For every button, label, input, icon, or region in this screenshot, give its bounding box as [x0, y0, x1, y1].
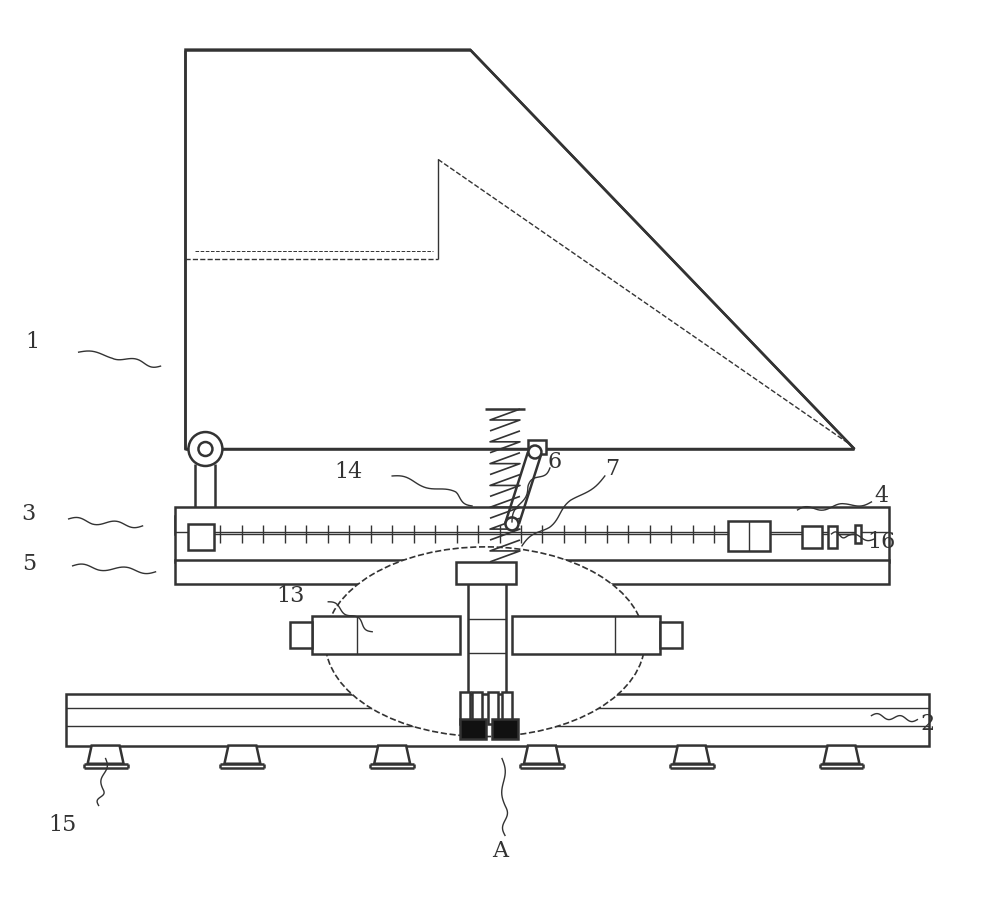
Text: 16: 16: [867, 531, 896, 553]
Text: 4: 4: [874, 485, 888, 507]
Polygon shape: [224, 746, 260, 764]
Bar: [175, 560, 889, 584]
Bar: [802, 526, 822, 547]
Circle shape: [505, 517, 518, 530]
Bar: [188, 524, 214, 550]
Text: A: A: [492, 840, 508, 863]
Bar: [468, 579, 506, 694]
Bar: [290, 622, 312, 648]
Text: 6: 6: [548, 451, 562, 473]
Bar: [528, 440, 546, 454]
Circle shape: [198, 442, 212, 456]
Bar: [660, 622, 682, 648]
Text: 15: 15: [49, 814, 77, 836]
Text: 3: 3: [22, 503, 36, 525]
Text: 7: 7: [605, 458, 619, 480]
Text: 5: 5: [22, 553, 36, 575]
Bar: [488, 692, 498, 724]
Bar: [460, 692, 470, 724]
Bar: [456, 562, 516, 584]
Bar: [472, 692, 482, 724]
Bar: [492, 718, 518, 739]
Polygon shape: [374, 746, 410, 764]
Polygon shape: [824, 746, 859, 764]
Text: 14: 14: [334, 461, 362, 483]
Ellipse shape: [325, 547, 645, 737]
Polygon shape: [674, 746, 710, 764]
Polygon shape: [524, 746, 560, 764]
Text: 1: 1: [26, 331, 40, 353]
Bar: [728, 521, 770, 551]
Text: 13: 13: [276, 585, 305, 607]
Bar: [175, 507, 889, 562]
Bar: [512, 616, 660, 654]
Bar: [66, 694, 929, 746]
Bar: [460, 718, 486, 739]
Circle shape: [188, 432, 222, 466]
Polygon shape: [185, 49, 854, 449]
Text: 2: 2: [920, 713, 934, 735]
Polygon shape: [88, 746, 124, 764]
Bar: [828, 526, 837, 547]
Bar: [175, 515, 238, 534]
Bar: [312, 616, 460, 654]
Circle shape: [528, 445, 541, 459]
Bar: [502, 692, 512, 724]
Bar: [855, 526, 861, 543]
